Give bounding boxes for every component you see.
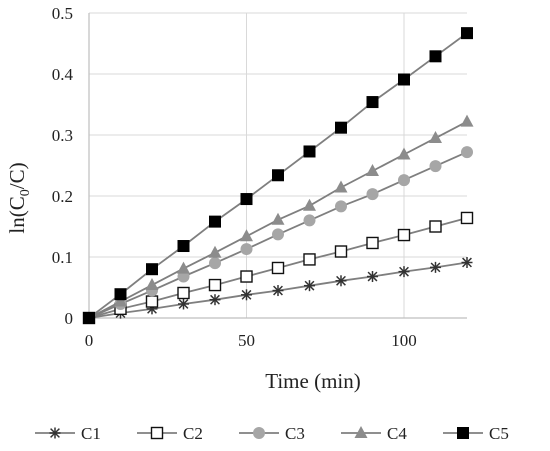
- data-point-C5: [83, 312, 95, 324]
- data-point-C1: [241, 289, 252, 301]
- y-axis-title: ln(C0/C): [5, 162, 33, 233]
- legend-marker: [49, 427, 61, 439]
- data-point-C4: [397, 147, 411, 160]
- data-point-C4: [208, 245, 222, 258]
- y-axis-title-subscript: 0: [18, 189, 33, 196]
- axes: [88, 13, 467, 319]
- tick-labels: 0 0.1 0.2 0.3 0.4 0.5 0 50 100: [52, 4, 417, 350]
- legend-item-C1: C1: [35, 424, 101, 443]
- legend-item-C4: C4: [341, 424, 407, 443]
- legend-marker: [457, 427, 469, 439]
- legend-label: C1: [81, 424, 101, 443]
- data-point-C2: [208, 278, 222, 292]
- data-point-C1: [178, 298, 189, 310]
- data-point-C5: [398, 73, 410, 86]
- data-point-C2: [334, 245, 348, 258]
- data-point-C5: [240, 193, 253, 206]
- data-point-C2: [366, 236, 379, 250]
- data-point-C5: [177, 240, 190, 253]
- data-point-C2: [397, 228, 411, 242]
- data-point-C2: [303, 253, 316, 266]
- data-point-C4: [271, 212, 285, 225]
- series-C4: [82, 114, 474, 323]
- legend-marker: [354, 426, 368, 438]
- data-point-C3: [461, 146, 473, 159]
- data-point-C3: [398, 174, 410, 187]
- series-C1: [83, 256, 473, 324]
- data-point-C5: [366, 96, 379, 109]
- data-point-C4: [145, 278, 159, 291]
- data-point-C3: [429, 160, 442, 173]
- x-tick-label: 50: [238, 331, 255, 350]
- data-point-C3: [272, 228, 284, 241]
- data-point-C1: [430, 261, 441, 273]
- y-tick-label: 0: [65, 309, 74, 328]
- y-axis-title-suffix: /C): [5, 162, 29, 189]
- data-point-C1: [398, 266, 410, 278]
- data-point-C2: [460, 211, 474, 225]
- data-point-C1: [209, 294, 221, 306]
- data-point-C2: [240, 270, 253, 283]
- data-point-C5: [303, 145, 316, 158]
- data-point-C4: [303, 198, 316, 211]
- data-point-C3: [209, 257, 221, 270]
- legend-item-C3: C3: [239, 424, 305, 443]
- legend-label: C2: [183, 424, 203, 443]
- data-point-C3: [335, 200, 347, 213]
- y-tick-label: 0.3: [52, 126, 73, 145]
- data-point-C5: [461, 27, 473, 40]
- data-point-C4: [460, 114, 474, 127]
- data-point-C5: [114, 288, 127, 301]
- data-point-C5: [209, 215, 221, 228]
- series-C5: [83, 27, 473, 324]
- data-point-C3: [303, 214, 316, 227]
- data-point-C1: [335, 275, 347, 287]
- y-tick-label: 0.5: [52, 4, 73, 23]
- y-tick-label: 0.2: [52, 187, 73, 206]
- data-point-C1: [304, 280, 315, 292]
- data-point-C5: [335, 121, 347, 134]
- y-tick-label: 0.4: [52, 65, 74, 84]
- x-tick-label: 0: [85, 331, 94, 350]
- series-group: [82, 27, 474, 325]
- legend-label: C5: [489, 424, 509, 443]
- legend-marker: [253, 427, 265, 439]
- legend-item-C5: C5: [443, 424, 509, 443]
- data-point-C3: [240, 243, 253, 256]
- data-point-C4: [114, 294, 127, 307]
- data-point-C4: [177, 261, 190, 274]
- data-point-C2: [429, 220, 442, 233]
- legend-label: C4: [387, 424, 407, 443]
- data-point-C5: [272, 169, 284, 182]
- x-axis-title: Time (min): [265, 369, 360, 393]
- legend-label: C3: [285, 424, 305, 443]
- data-point-C4: [240, 229, 253, 242]
- y-axis-title-prefix: ln(C: [5, 196, 29, 233]
- data-point-C1: [367, 271, 378, 283]
- legend-marker: [150, 426, 164, 440]
- data-point-C5: [429, 50, 442, 63]
- data-point-C2: [177, 286, 190, 300]
- data-point-C1: [461, 256, 473, 268]
- x-tick-label: 100: [391, 331, 417, 350]
- data-point-C5: [146, 263, 158, 276]
- data-point-C4: [366, 163, 379, 176]
- data-point-C2: [145, 295, 159, 308]
- series-C2: [82, 211, 474, 325]
- legend-item-C2: C2: [137, 424, 203, 443]
- data-point-C1: [272, 285, 284, 297]
- data-point-C4: [334, 180, 348, 193]
- data-point-C4: [429, 131, 442, 144]
- data-point-C3: [366, 188, 379, 201]
- legend: C1 C2 C3 C4 C5: [35, 424, 509, 443]
- data-point-C2: [271, 261, 285, 275]
- y-tick-label: 0.1: [52, 248, 73, 267]
